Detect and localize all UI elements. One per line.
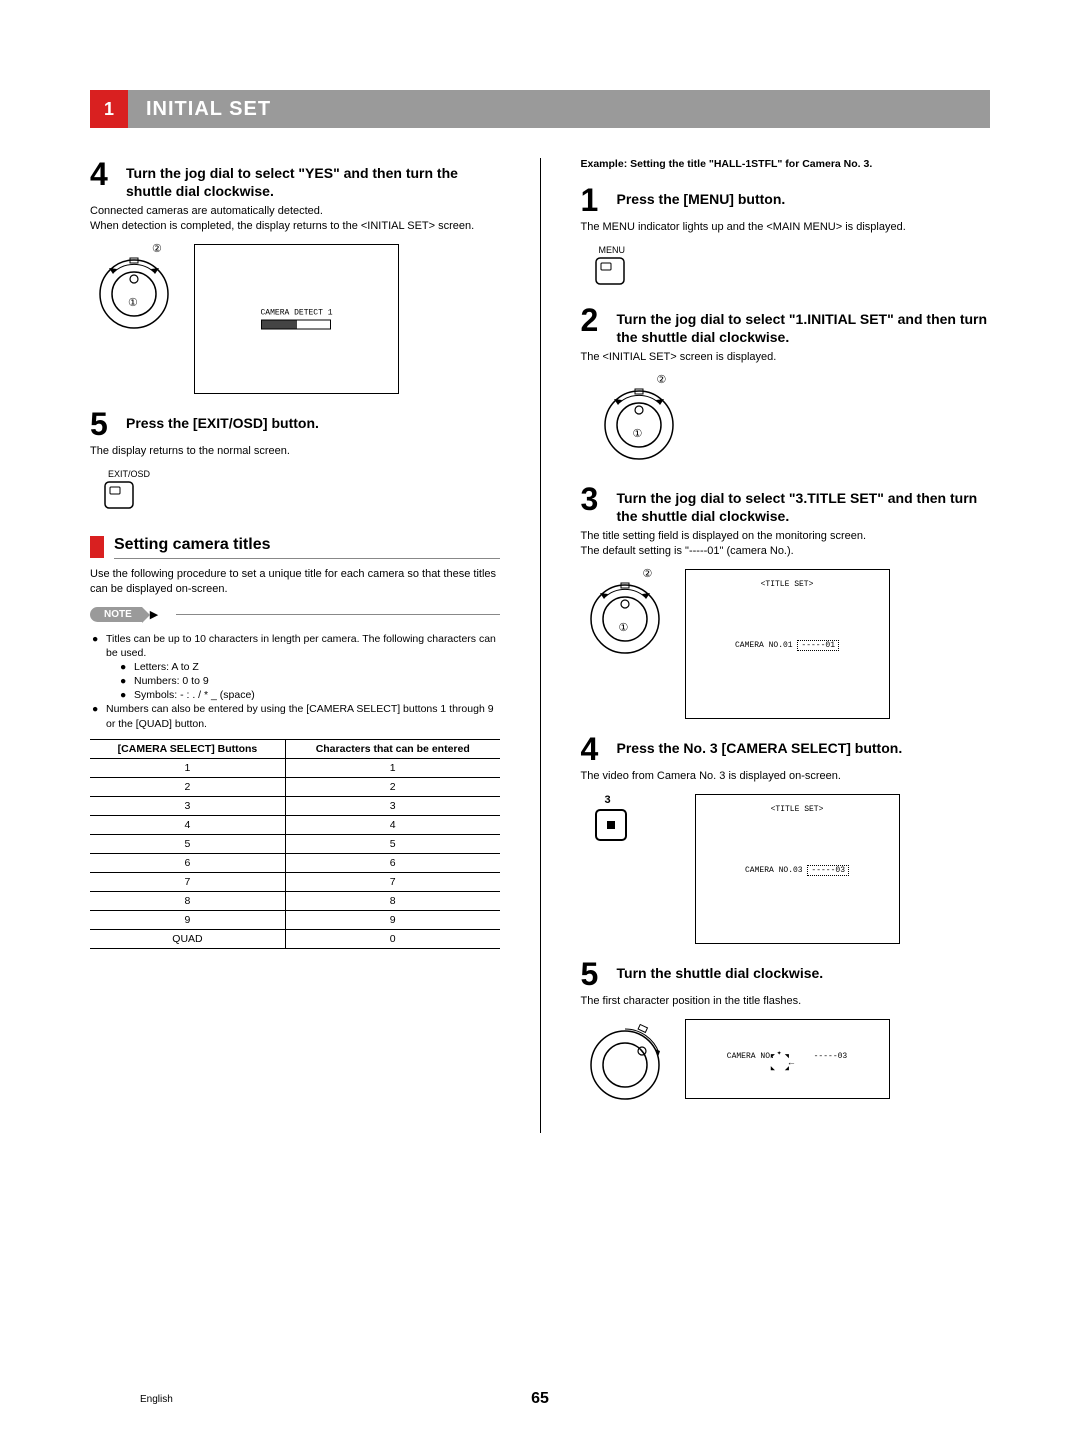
step-title: Press the [EXIT/OSD] button. (126, 408, 319, 432)
table-row: 77 (90, 872, 500, 891)
camera-select-button-diagram: 3 (595, 794, 627, 841)
right-column: Example: Setting the title "HALL-1STFL" … (581, 158, 991, 1133)
table-cell: 3 (285, 796, 499, 815)
table-row: 88 (90, 891, 500, 910)
exit-osd-button-diagram: EXIT/OSD (104, 469, 150, 514)
subheading-marker (90, 536, 104, 558)
subheading-text: Setting camera titles (114, 536, 500, 559)
left-column: 4 Turn the jog dial to select "YES" and … (90, 158, 500, 1133)
step-number: 4 (90, 158, 126, 190)
dial-marker-2: ② (152, 242, 162, 255)
screen-camera-detect: CAMERA DETECT 1 (194, 244, 399, 394)
dial-marker-1: ① (633, 427, 643, 440)
step-number: 1 (581, 184, 617, 216)
table-header: [CAMERA SELECT] Buttons (90, 739, 285, 758)
note-arrow-icon: ▶ (150, 608, 158, 621)
table-row: 22 (90, 777, 500, 796)
dial-marker-2: ② (643, 567, 653, 580)
step-body: The title setting field is displayed on … (581, 529, 991, 559)
table-row: 99 (90, 910, 500, 929)
table-row: 55 (90, 834, 500, 853)
shuttle-dial-diagram (581, 1019, 671, 1119)
example-heading: Example: Setting the title "HALL-1STFL" … (581, 158, 991, 170)
step-body: The video from Camera No. 3 is displayed… (581, 769, 991, 784)
step-title: Turn the jog dial to select "YES" and th… (126, 158, 500, 200)
table-cell: 7 (90, 872, 285, 891)
table-row: 44 (90, 815, 500, 834)
table-header: Characters that can be entered (285, 739, 499, 758)
camera-select-table: [CAMERA SELECT] Buttons Characters that … (90, 739, 500, 949)
table-cell: 1 (90, 758, 285, 777)
step-title: Turn the jog dial to select "3.TITLE SET… (617, 483, 991, 525)
screen-heading: <TITLE SET> (771, 805, 824, 814)
table-cell: 2 (285, 777, 499, 796)
subheading: Setting camera titles (90, 536, 500, 559)
section-header: 1 INITIAL SET (90, 90, 990, 128)
screen-title-set-03: <TITLE SET> CAMERA NO.03 -----03 (695, 794, 900, 944)
table-cell: 5 (90, 834, 285, 853)
step-title: Turn the shuttle dial clockwise. (617, 958, 824, 982)
page-number: 65 (531, 1390, 549, 1408)
step-body: Connected cameras are automatically dete… (90, 204, 500, 234)
footer-language: English (140, 1394, 173, 1405)
step-title: Turn the jog dial to select "1.INITIAL S… (617, 304, 991, 346)
table-cell: 3 (90, 796, 285, 815)
step-body: The MENU indicator lights up and the <MA… (581, 220, 991, 235)
step-body: The first character position in the titl… (581, 994, 991, 1009)
screen-title-set-01: <TITLE SET> CAMERA NO.01 -----01 (685, 569, 890, 719)
section-number: 1 (90, 90, 128, 128)
step-body: The display returns to the normal screen… (90, 444, 500, 459)
jog-dial-diagram: ② ① (581, 569, 671, 669)
table-cell: 8 (90, 891, 285, 910)
table-cell: 6 (90, 853, 285, 872)
step-number: 5 (90, 408, 126, 440)
table-cell: 1 (285, 758, 499, 777)
table-cell: 9 (90, 910, 285, 929)
table-row: 11 (90, 758, 500, 777)
subhead-body: Use the following procedure to set a uni… (90, 567, 500, 597)
table-cell: 4 (285, 815, 499, 834)
table-cell: 7 (285, 872, 499, 891)
table-row: QUAD0 (90, 929, 500, 948)
step-title: Press the No. 3 [CAMERA SELECT] button. (617, 733, 903, 757)
table-row: 33 (90, 796, 500, 815)
note-body: ●Titles can be up to 10 characters in le… (90, 628, 500, 739)
table-cell: QUAD (90, 929, 285, 948)
jog-dial-diagram: ② ① (595, 375, 685, 475)
table-cell: 0 (285, 929, 499, 948)
jog-dial-diagram: ② ① (90, 244, 180, 344)
menu-button-diagram: MENU (595, 245, 626, 290)
screen-text: CAMERA DETECT 1 (260, 309, 332, 318)
cursor-indicator-icon: ✦ (777, 1048, 782, 1058)
table-cell: 5 (285, 834, 499, 853)
column-divider (540, 158, 541, 1133)
dial-marker-1: ① (619, 621, 629, 634)
note-label: NOTE (90, 607, 142, 622)
progress-bar (260, 320, 330, 330)
step-number: 5 (581, 958, 617, 990)
table-cell: 6 (285, 853, 499, 872)
page-footer: English 65 (0, 1390, 1080, 1408)
step-title: Press the [MENU] button. (617, 184, 786, 208)
table-cell: 4 (90, 815, 285, 834)
step-number: 4 (581, 733, 617, 765)
step-number: 3 (581, 483, 617, 515)
screen-title-flash: CAMERA NO. ✦ ◤ ◣ ◥ ◢ ← -----03 (685, 1019, 890, 1099)
section-title: INITIAL SET (128, 98, 271, 121)
dial-marker-1: ① (128, 296, 138, 309)
step-body: The <INITIAL SET> screen is displayed. (581, 350, 991, 365)
table-row: 66 (90, 853, 500, 872)
table-cell: 9 (285, 910, 499, 929)
table-cell: 8 (285, 891, 499, 910)
table-cell: 2 (90, 777, 285, 796)
dial-marker-2: ② (657, 373, 667, 386)
step-number: 2 (581, 304, 617, 336)
note-divider (176, 614, 499, 615)
screen-heading: <TITLE SET> (761, 580, 814, 589)
